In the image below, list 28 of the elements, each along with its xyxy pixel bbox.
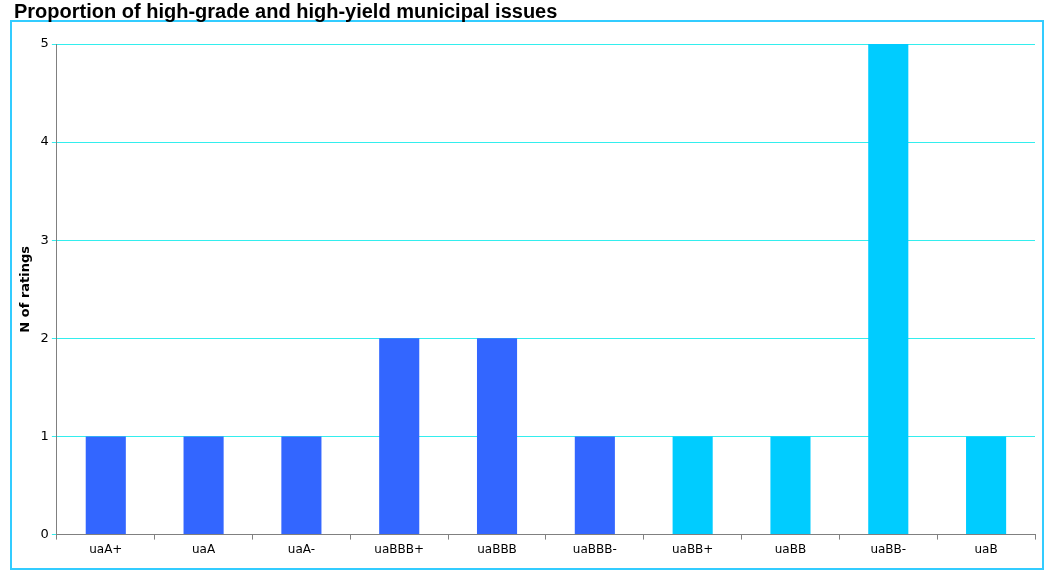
y-tick-label: 5 [40,35,49,51]
y-tick-label: 0 [40,525,49,541]
y-tick-label: 2 [40,329,49,345]
x-tick-label: uaB [974,541,998,556]
bar [379,338,420,535]
bar [966,436,1007,535]
y-axis-title: N of ratings [17,245,33,333]
x-tick-label: uaBBB+ [374,541,425,556]
x-tick-label: uaA [192,541,216,556]
bar [770,436,811,535]
bar [476,338,518,535]
bar [574,436,615,535]
x-tick-label: uaA+ [89,541,123,556]
bar [85,436,126,535]
bar [281,436,322,535]
chart-title: Proportion of high-grade and high-yield municipal issues [14,0,558,22]
y-tick-label: 1 [40,427,49,443]
x-tick-label: uaA- [287,541,316,556]
x-tick-label: uaBB- [870,541,907,556]
x-tick-label: uaBBB- [572,541,617,556]
bar [868,44,909,535]
y-tick-label: 3 [40,231,49,247]
x-tick-label: uaBBB [477,541,517,556]
bar [672,436,713,535]
y-tick-label: 4 [40,133,49,149]
x-tick-label: uaBB [774,541,807,556]
bar [183,436,224,535]
x-tick-label: uaBB+ [671,541,714,556]
